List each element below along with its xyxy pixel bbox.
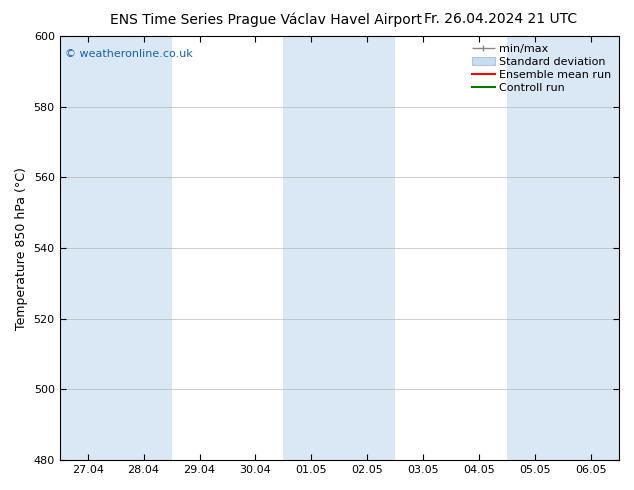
Text: © weatheronline.co.uk: © weatheronline.co.uk <box>65 49 193 59</box>
Bar <box>115 36 172 460</box>
Bar <box>60 36 115 460</box>
Y-axis label: Temperature 850 hPa (°C): Temperature 850 hPa (°C) <box>15 167 28 330</box>
Text: ENS Time Series Prague Václav Havel Airport: ENS Time Series Prague Václav Havel Airp… <box>110 12 422 27</box>
Legend: min/max, Standard deviation, Ensemble mean run, Controll run: min/max, Standard deviation, Ensemble me… <box>470 42 614 95</box>
Text: Fr. 26.04.2024 21 UTC: Fr. 26.04.2024 21 UTC <box>424 12 578 26</box>
Bar <box>283 36 395 460</box>
Bar <box>507 36 619 460</box>
